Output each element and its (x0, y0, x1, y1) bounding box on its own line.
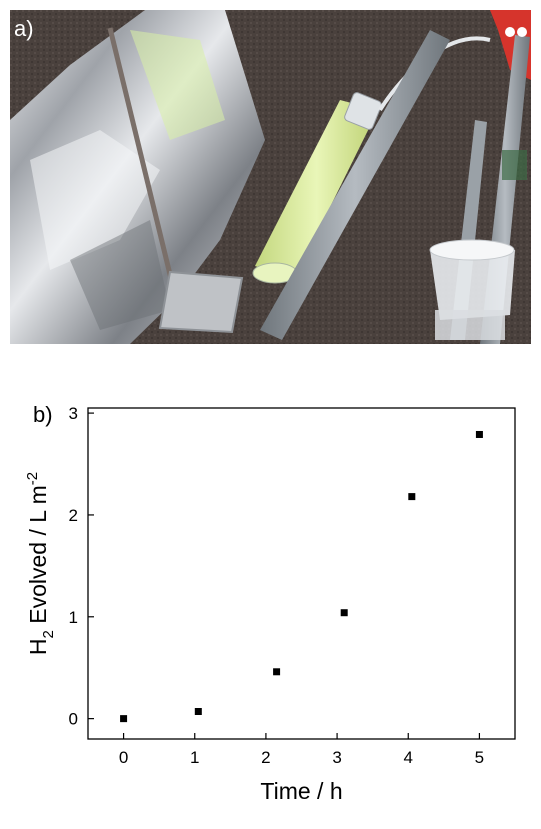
axis-ticks: 0 1 2 3 4 5 0 1 2 3 (69, 404, 485, 767)
plot-panel: b) 0 1 2 3 4 5 0 1 2 3 Time / h H2 Evolved / L m-… (0, 390, 541, 829)
x-tick-label: 5 (475, 748, 484, 767)
x-tick-label: 4 (404, 748, 413, 767)
support-rod (107, 27, 178, 296)
plot-frame (87, 407, 516, 740)
data-point (120, 715, 128, 723)
y-tick-label: 2 (69, 506, 78, 525)
data-points (120, 430, 483, 723)
x-axis-label: Time / h (260, 778, 342, 804)
x-tick-label: 3 (332, 748, 341, 767)
data-point (273, 668, 281, 676)
y-axis-label: H2 Evolved / L m-2 (24, 472, 57, 655)
data-point (194, 708, 202, 716)
gas-collection-vessel (429, 239, 515, 340)
data-point (340, 609, 348, 617)
x-tick-label: 2 (261, 748, 270, 767)
frame-bar-diagonal (260, 30, 450, 340)
x-tick-label: 0 (119, 748, 128, 767)
panel-b-label: b) (33, 402, 53, 427)
photo-panel: a) (10, 10, 531, 344)
panel-a-label: a) (14, 16, 34, 41)
setup-photo (10, 10, 531, 344)
foil-square (158, 270, 244, 334)
scatter-chart: 0 1 2 3 4 5 0 1 2 3 Time / h H2 Evolved / L m-2 (24, 404, 516, 804)
data-point (408, 493, 416, 501)
photoreactor-tube (252, 92, 382, 284)
y-tick-label: 0 (69, 710, 78, 729)
data-point (475, 430, 483, 438)
y-tick-label: 1 (69, 608, 78, 627)
y-tick-label: 3 (69, 404, 78, 423)
x-tick-label: 1 (190, 748, 199, 767)
